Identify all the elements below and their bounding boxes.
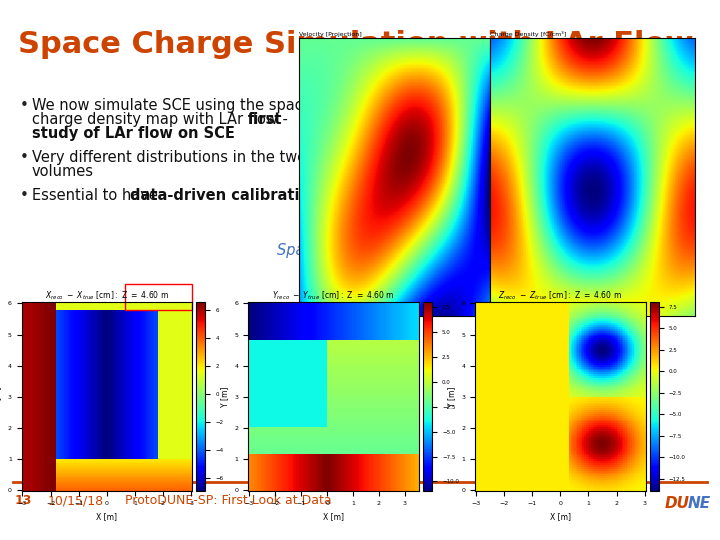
- Text: 13: 13: [15, 494, 32, 507]
- Text: data-driven calibration: data-driven calibration: [130, 188, 320, 203]
- Text: 10/15/18: 10/15/18: [48, 494, 104, 507]
- Text: ProtoDUNE-SP: First Look at Data: ProtoDUNE-SP: First Look at Data: [125, 494, 332, 507]
- Text: •: •: [20, 98, 29, 113]
- Text: volumes: volumes: [32, 164, 94, 179]
- Text: study of LAr flow on SCE: study of LAr flow on SCE: [32, 126, 235, 141]
- Text: Space Charge Simulation with LAr Flow: Space Charge Simulation with LAr Flow: [18, 30, 693, 59]
- Y-axis label: Y [m]: Y [m]: [220, 387, 229, 407]
- Text: Essential to have: Essential to have: [32, 188, 163, 203]
- Title: $Z_{reco}\ -\ Z_{true}\ \mathregular{[cm]:\ Z\ =\ 4.60\ m}$: $Z_{reco}\ -\ Z_{true}\ \mathregular{[cm…: [498, 290, 622, 302]
- X-axis label: X [m]: X [m]: [550, 512, 571, 521]
- Y-axis label: Y [m]: Y [m]: [0, 387, 2, 407]
- Text: We now simulate SCE using the space: We now simulate SCE using the space: [32, 98, 312, 113]
- Title: $X_{reco}\ -\ X_{true}\ \mathregular{[cm]:\ Z\ =\ }$4.60 m: $X_{reco}\ -\ X_{true}\ \mathregular{[cm…: [45, 290, 168, 302]
- X-axis label: X [m]: X [m]: [96, 512, 117, 521]
- Text: •: •: [20, 188, 29, 203]
- Text: DU: DU: [665, 496, 690, 511]
- Text: Velocity [Projection]: Velocity [Projection]: [299, 32, 361, 37]
- Text: first: first: [248, 112, 282, 127]
- Text: Charge Density [fC/cm³]: Charge Density [fC/cm³]: [490, 31, 566, 37]
- Text: charge density map with LAr flow -: charge density map with LAr flow -: [32, 112, 292, 127]
- Text: •: •: [20, 150, 29, 165]
- Text: NE: NE: [688, 496, 711, 511]
- Title: $Y_{reco}\ -\ Y_{true}\ \mathregular{[cm]:\ Z\ =\ 4.60\ m}$: $Y_{reco}\ -\ Y_{true}\ \mathregular{[cm…: [272, 290, 395, 302]
- Text: Spatial distortion maps: Spatial distortion maps: [277, 243, 447, 258]
- X-axis label: X [m]: X [m]: [323, 512, 344, 521]
- Text: Very different distributions in the two drift: Very different distributions in the two …: [32, 150, 341, 165]
- Y-axis label: Y [m]: Y [m]: [447, 387, 456, 407]
